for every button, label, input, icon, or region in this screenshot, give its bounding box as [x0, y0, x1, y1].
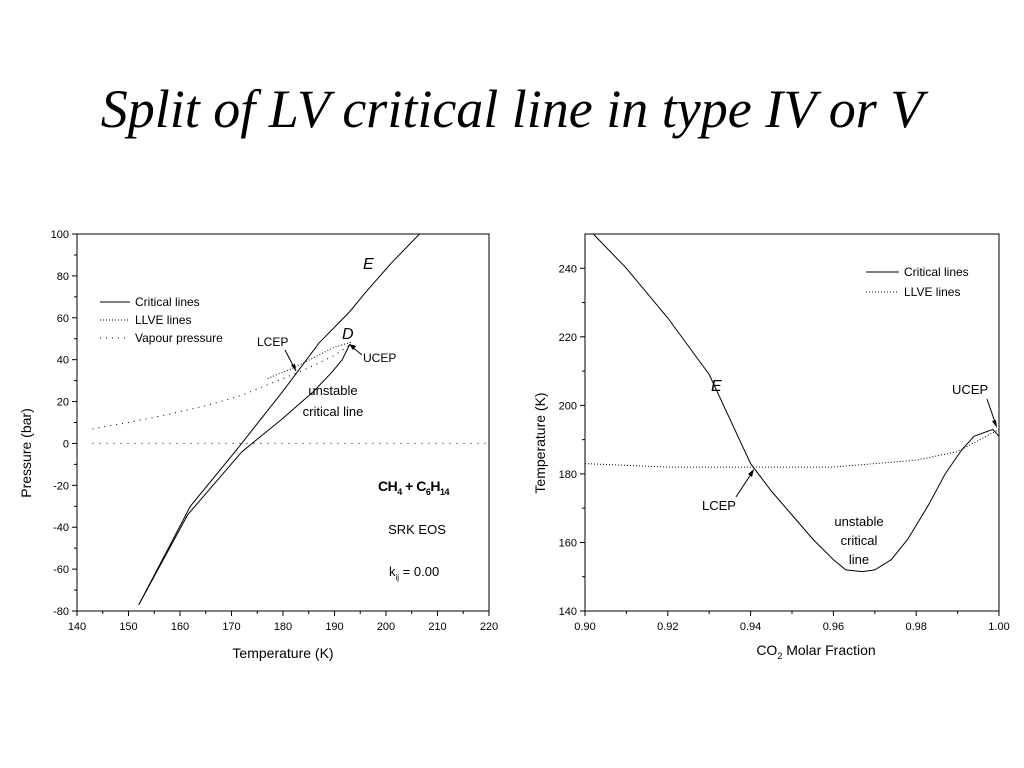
x-tick-label: 1.00	[988, 621, 1009, 633]
system-h-sub: 14	[440, 487, 450, 497]
annotation-unstable-1: unstable	[834, 514, 883, 529]
y-tick-label: 40	[57, 355, 69, 367]
series-line-llve-lines	[267, 341, 353, 379]
legend-label-llve: LLVE lines	[904, 285, 960, 299]
x-tick-label: 200	[377, 621, 395, 633]
x-tick-label: 0.90	[574, 621, 595, 633]
y-tick-label: 100	[51, 229, 69, 241]
ucep-arrowhead	[349, 344, 356, 350]
legend-label-critical: Critical lines	[135, 295, 200, 309]
series-line-llve-lines	[585, 428, 999, 468]
series-line-critical-lines	[138, 234, 420, 605]
ucep-arrowhead	[992, 420, 997, 428]
annotation-d: D	[342, 326, 354, 343]
x-axis-label: CO2 Molar Fraction	[756, 642, 875, 661]
x-tick-label: 220	[480, 621, 498, 633]
annotation-ucep: UCEP	[363, 351, 396, 365]
kij-label: kij = 0.00	[389, 564, 439, 582]
slide-title: Split of LV critical line in type IV or …	[100, 79, 924, 139]
chart-legend: Critical lines LLVE lines Vapour pressur…	[100, 295, 223, 345]
y-tick-label: -80	[53, 606, 69, 618]
x-tick-label: 0.94	[740, 621, 761, 633]
annotation-unstable-1: unstable	[308, 383, 357, 398]
annotation-ucep: UCEP	[952, 382, 988, 397]
legend-label-critical: Critical lines	[904, 265, 969, 279]
x-axis-label: Temperature (K)	[232, 645, 333, 661]
x-tick-label: 170	[222, 621, 240, 633]
kij-k: k	[389, 564, 396, 579]
y-tick-label: 0	[63, 438, 69, 450]
lcep-arrowhead	[748, 469, 754, 477]
y-tick-label: -60	[53, 564, 69, 576]
y-axis-label: Temperature (K)	[532, 392, 548, 493]
system-ch: CH	[378, 478, 398, 494]
y-tick-label: 20	[57, 397, 69, 409]
legend-label-vapour: Vapour pressure	[135, 331, 223, 345]
y-tick-label: -40	[53, 522, 69, 534]
y-tick-label: 140	[559, 606, 577, 618]
annotation-unstable-3: line	[849, 552, 869, 567]
system-h: H	[430, 478, 440, 494]
x-axis-label-rest: Molar Fraction	[782, 642, 875, 658]
x-tick-label: 140	[68, 621, 86, 633]
annotation-unstable-2: critical	[841, 533, 878, 548]
plot-frame	[76, 233, 490, 612]
x-axis-label-sub: 2	[777, 651, 782, 661]
temperature-composition-chart: 0.90 0.92 0.94 0.96 0.98 1.00 140 160 180 200 220 2…	[532, 233, 1010, 661]
annotation-e: E	[363, 256, 374, 273]
annotation-lcep: LCEP	[257, 335, 288, 349]
x-tick-label: 0.96	[823, 621, 844, 633]
y-tick-label: 60	[57, 313, 69, 325]
y-tick-label: 180	[559, 469, 577, 481]
annotation-lcep: LCEP	[702, 498, 736, 513]
x-tick-label: 190	[325, 621, 343, 633]
annotation-e: E	[711, 378, 722, 395]
y-tick-label: 220	[559, 332, 577, 344]
system-ch-sub: 4	[397, 487, 402, 497]
legend-label-llve: LLVE lines	[135, 313, 191, 327]
eos-label: SRK EOS	[388, 522, 446, 537]
x-tick-label: 180	[274, 621, 292, 633]
system-label: CH4 + C6H14	[378, 478, 449, 497]
system-plus-c: + C	[402, 478, 426, 494]
y-axis-label: Pressure (bar)	[18, 408, 34, 497]
y-tick-label: 240	[559, 263, 577, 275]
y-tick-label: 200	[559, 400, 577, 412]
annotation-unstable-2: critical line	[303, 404, 364, 419]
lcep-arrowhead	[291, 364, 296, 371]
pressure-temperature-chart: 140 150 160 170 180 190 200 210 220 -80 -60 -40 -20 0…	[18, 229, 498, 661]
kij-value: = 0.00	[399, 564, 439, 579]
chart-legend: Critical lines LLVE lines	[866, 265, 969, 299]
y-tick-label: 80	[57, 271, 69, 283]
series-line-critical-lines	[138, 343, 351, 605]
x-tick-label: 0.92	[657, 621, 678, 633]
x-tick-label: 210	[428, 621, 446, 633]
system-c-sub: 6	[426, 487, 431, 497]
y-tick-label: -20	[53, 480, 69, 492]
x-tick-label: 160	[171, 621, 189, 633]
y-tick-label: 160	[559, 537, 577, 549]
x-tick-label: 150	[119, 621, 137, 633]
x-tick-label: 0.98	[905, 621, 926, 633]
x-axis-label-co: CO	[756, 642, 777, 658]
series-line-critical-lines	[592, 234, 999, 573]
kij-sub: ij	[396, 573, 400, 582]
